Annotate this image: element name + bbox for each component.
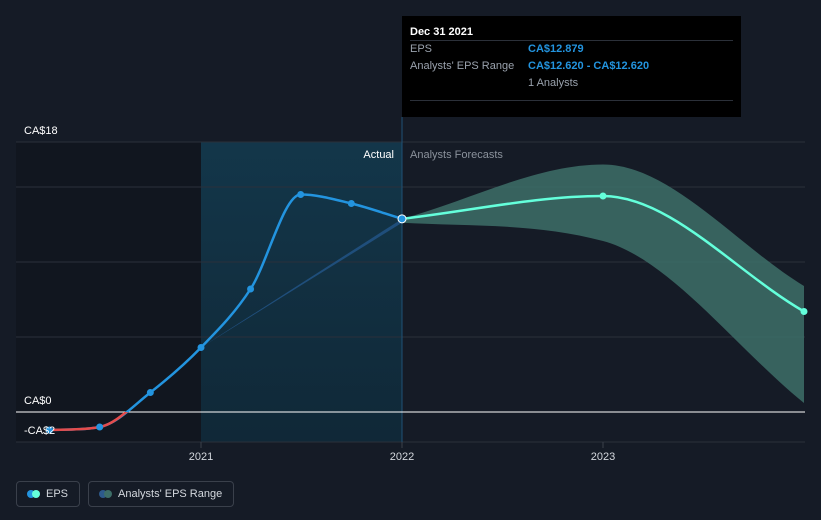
tooltip-eps-label: EPS <box>410 43 433 55</box>
legend-range-swatch-past <box>99 490 108 498</box>
legend-swatch-forecast <box>32 490 40 498</box>
eps-point <box>247 285 255 293</box>
legend: EPS Analysts' EPS Range <box>16 481 235 507</box>
actual-label: Actual <box>363 149 394 161</box>
tooltip-range-row: Analysts' EPS Range CA$12.620 - CA$12.62… <box>410 58 733 75</box>
range-band-past <box>201 218 402 348</box>
y-label-zero: CA$0 <box>24 395 52 407</box>
legend-eps-label: EPS <box>46 488 69 500</box>
eps-point <box>96 423 104 431</box>
y-label-top: CA$18 <box>24 125 58 137</box>
x-tick-label: 2021 <box>189 451 213 463</box>
tooltip: Dec 31 2021 EPS CA$12.879 Analysts' EPS … <box>402 16 741 117</box>
legend-range-swatch-forecast <box>104 490 113 498</box>
eps-point <box>46 426 54 434</box>
eps-point <box>297 191 305 198</box>
tooltip-eps-value: CA$12.879 <box>528 43 584 55</box>
tooltip-range-label: Analysts' EPS Range <box>410 60 515 72</box>
range-band-forecast <box>402 164 804 403</box>
legend-swatch-past <box>27 490 35 498</box>
eps-point <box>397 214 407 224</box>
eps-point <box>347 200 355 207</box>
x-tick-label: 2022 <box>390 451 414 463</box>
x-tick-label: 2023 <box>591 451 615 463</box>
y-label-negative: -CA$2 <box>24 425 55 437</box>
forecast-label: Analysts Forecasts <box>410 149 503 161</box>
legend-range-button[interactable]: Analysts' EPS Range <box>88 481 235 507</box>
tooltip-analysts: 1 Analysts <box>528 77 579 89</box>
tooltip-analysts-row: 1 Analysts <box>410 75 733 92</box>
eps-point <box>197 344 205 351</box>
legend-eps-button[interactable]: EPS <box>16 481 81 507</box>
forecast-point <box>800 308 808 315</box>
range-legend-icon <box>99 490 113 498</box>
eps-legend-icon <box>27 490 40 498</box>
tooltip-date: Dec 31 2021 <box>410 26 473 38</box>
legend-range-label: Analysts' EPS Range <box>118 488 223 500</box>
tooltip-eps-row: EPS CA$12.879 <box>410 40 733 58</box>
tooltip-divider <box>410 100 733 101</box>
forecast-point <box>599 192 607 200</box>
tooltip-range-value: CA$12.620 - CA$12.620 <box>528 60 650 72</box>
eps-point <box>146 389 154 396</box>
